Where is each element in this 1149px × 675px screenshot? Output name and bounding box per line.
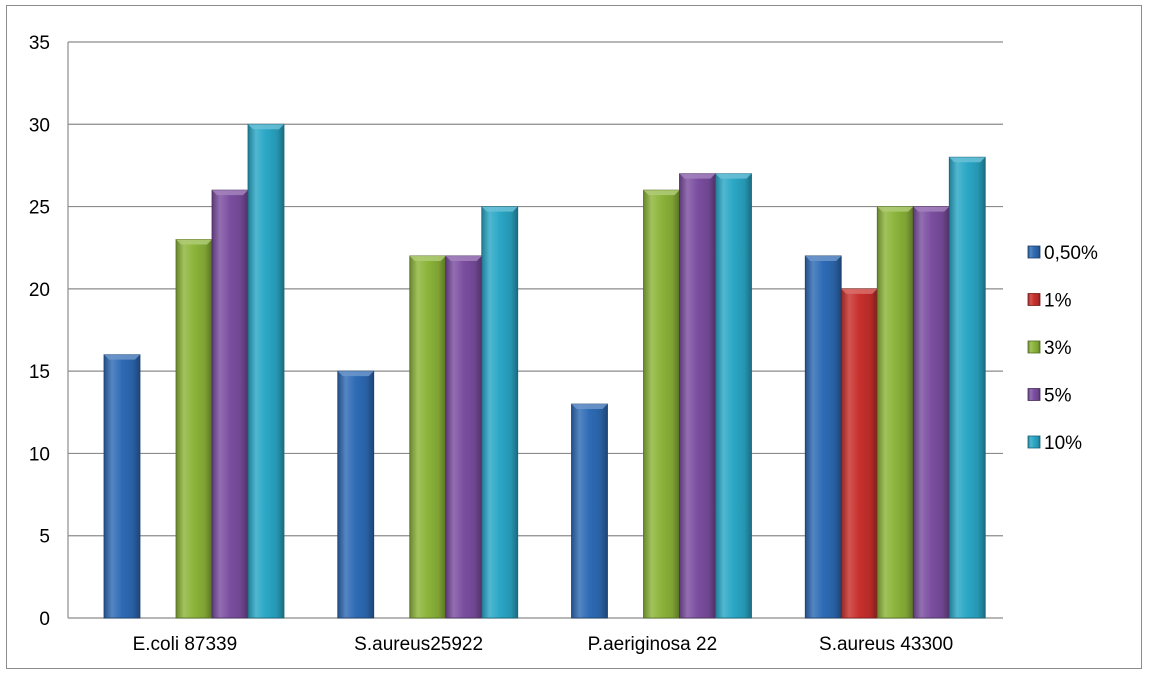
legend-label-3: 3% xyxy=(1044,338,1072,359)
legend-swatch-10 xyxy=(1027,435,1041,449)
bar-e-coli-87339-10 xyxy=(247,123,285,619)
bar-cap-p-aeriginosa-22-3 xyxy=(643,190,680,196)
bar-cap-s-aureus-43300-1 xyxy=(841,288,878,294)
y-tick-label-15: 15 xyxy=(29,362,50,383)
bar-e-coli-87339-3 xyxy=(175,239,213,619)
bar-cap-p-aeriginosa-22-5 xyxy=(679,173,716,179)
bar-s-aureus-43300-10 xyxy=(948,156,986,619)
bar-cap-s-aureus25922-0-50 xyxy=(337,371,374,377)
y-tick-label-25: 25 xyxy=(29,198,50,219)
bar-s-aureus25922-0-50 xyxy=(337,370,375,619)
legend-swatch-3 xyxy=(1027,340,1041,354)
bar-s-aureus-43300-5 xyxy=(912,206,950,619)
x-axis-ticks: E.coli 87339 S.aureus25922 P.aeriginosa 22… xyxy=(133,634,954,655)
bar-s-aureus25922-3 xyxy=(409,255,447,619)
y-tick-label-30: 30 xyxy=(29,115,50,136)
x-tick-label-s-aureus25922: S.aureus25922 xyxy=(354,634,483,655)
y-tick-label-0: 0 xyxy=(39,609,50,630)
bar-cap-e-coli-87339-0-50 xyxy=(104,354,140,360)
y-tick-label-35: 35 xyxy=(29,33,50,54)
bar-s-aureus-43300-3 xyxy=(876,206,914,619)
legend-swatch-1 xyxy=(1027,293,1041,306)
bar-e-coli-87339-5 xyxy=(211,189,249,619)
bar-s-aureus25922-5 xyxy=(445,255,483,619)
bar-cap-p-aeriginosa-22-10 xyxy=(715,173,752,179)
legend-label-1: 1% xyxy=(1044,291,1072,312)
legend-swatch-0-50 xyxy=(1027,245,1041,259)
bar-cap-e-coli-87339-3 xyxy=(176,239,212,245)
bar-p-aeriginosa-22-0-50 xyxy=(571,403,608,619)
bar-cap-s-aureus-43300-5 xyxy=(913,206,950,212)
bar-s-aureus25922-10 xyxy=(481,206,519,619)
bar-cap-s-aureus-43300-0-50 xyxy=(805,255,842,261)
y-tick-label-5: 5 xyxy=(39,527,50,548)
bar-s-aureus-43300-0-50 xyxy=(804,255,842,619)
bar-s-aureus-43300-1 xyxy=(840,288,878,619)
x-tick-label-p-aeriginosa-22: P.aeriginosa 22 xyxy=(588,634,718,655)
bar-cap-s-aureus25922-3 xyxy=(409,255,446,261)
bar-cap-e-coli-87339-5 xyxy=(212,190,248,196)
legend-label-10: 10% xyxy=(1044,433,1082,454)
bar-cap-s-aureus-43300-10 xyxy=(949,157,986,163)
y-tick-label-20: 20 xyxy=(29,280,50,301)
legend-label-5: 5% xyxy=(1044,386,1072,407)
y-tick-label-10: 10 xyxy=(29,444,50,465)
bar-e-coli-87339-0-50 xyxy=(103,354,141,619)
bar-cap-e-coli-87339-10 xyxy=(248,124,284,130)
bar-cap-p-aeriginosa-22-0-50 xyxy=(571,404,608,410)
bar-cap-s-aureus25922-10 xyxy=(481,206,518,212)
legend-swatch-5 xyxy=(1027,388,1041,401)
legend: 0,50% 1% 3% 5% 10% xyxy=(1027,243,1098,454)
bar-cap-s-aureus25922-5 xyxy=(445,255,482,261)
y-axis-ticks: 0 5 10 15 20 25 30 35 xyxy=(29,33,50,630)
x-tick-label-e-coli-87339: E.coli 87339 xyxy=(133,634,238,655)
bar-p-aeriginosa-22-10 xyxy=(715,173,752,619)
bar-p-aeriginosa-22-5 xyxy=(679,173,716,619)
bar-cap-s-aureus-43300-3 xyxy=(877,206,914,212)
bar-p-aeriginosa-22-3 xyxy=(643,189,680,619)
legend-label-0-50: 0,50% xyxy=(1044,243,1098,264)
x-tick-label-s-aureus-43300: S.aureus 43300 xyxy=(819,634,953,655)
bars xyxy=(103,123,986,619)
